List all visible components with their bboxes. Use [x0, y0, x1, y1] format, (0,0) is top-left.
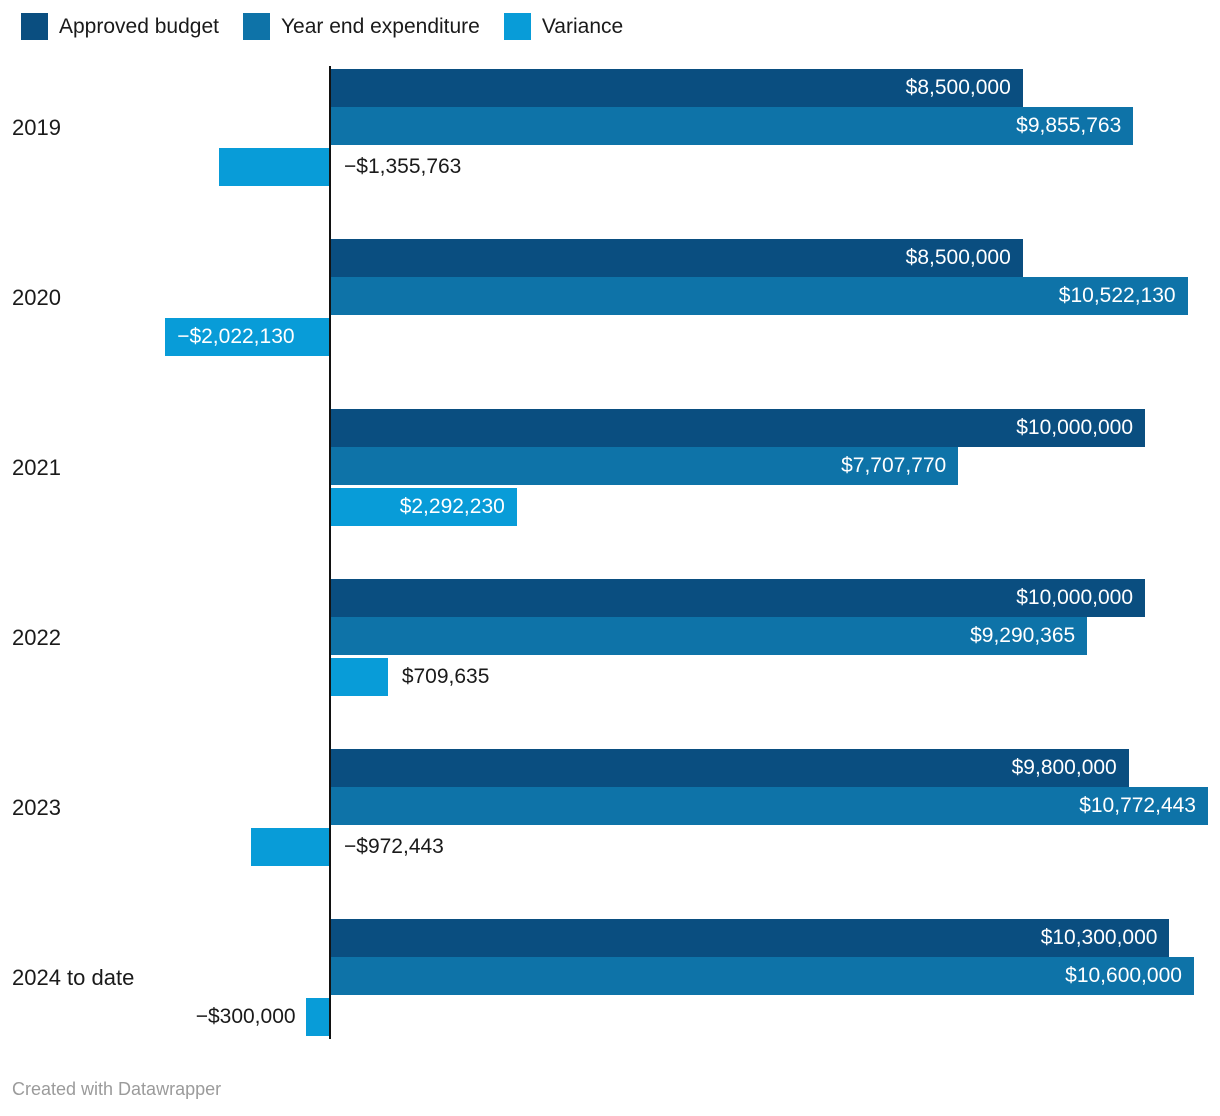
bar-value-label-variance-2022: $709,635 [401, 665, 490, 688]
legend-item-year-end-expenditure: Year end expenditure [242, 13, 480, 40]
bar-variance-2022[interactable] [330, 658, 388, 696]
bar-variance-2021[interactable]: $2,292,230 [330, 488, 517, 526]
legend-label: Approved budget [59, 15, 219, 38]
bar-value-label-year-end-expenditure-2024-to-date: $10,600,000 [1065, 964, 1182, 987]
legend-item-approved-budget: Approved budget [21, 13, 219, 40]
category-label-2022: 2022 [12, 624, 61, 650]
bar-value-label-variance-2020: −$2,022,130 [177, 325, 295, 348]
bar-value-label-year-end-expenditure-2023: $10,772,443 [1079, 794, 1196, 817]
bar-approved-budget-2021[interactable]: $10,000,000 [330, 409, 1146, 447]
category-label-2024-to-date: 2024 to date [12, 964, 135, 990]
bar-year-end-expenditure-2019[interactable]: $9,855,763 [330, 107, 1134, 145]
zero-axis-line [329, 66, 331, 1039]
category-label-2019: 2019 [12, 114, 61, 140]
bar-year-end-expenditure-2022[interactable]: $9,290,365 [330, 617, 1088, 655]
category-label-2020: 2020 [12, 284, 61, 310]
bar-value-label-year-end-expenditure-2021: $7,707,770 [841, 454, 947, 477]
bar-approved-budget-2019[interactable]: $8,500,000 [330, 69, 1023, 107]
bar-year-end-expenditure-2024-to-date[interactable]: $10,600,000 [330, 957, 1194, 995]
bar-variance-2023[interactable] [250, 828, 330, 866]
bar-approved-budget-2023[interactable]: $9,800,000 [330, 749, 1129, 787]
bar-approved-budget-2022[interactable]: $10,000,000 [330, 579, 1146, 617]
bar-year-end-expenditure-2021[interactable]: $7,707,770 [330, 447, 959, 485]
bar-value-label-year-end-expenditure-2020: $10,522,130 [1058, 284, 1176, 307]
bar-value-label-approved-budget-2020: $8,500,000 [905, 246, 1011, 269]
bar-value-label-variance-2021: $2,292,230 [399, 495, 505, 518]
bar-year-end-expenditure-2020[interactable]: $10,522,130 [330, 277, 1188, 315]
legend: Approved budget Year end expenditure Varia… [21, 13, 623, 40]
legend-swatch-icon [503, 13, 531, 40]
bar-value-label-approved-budget-2022: $10,000,000 [1016, 586, 1134, 609]
category-label-2021: 2021 [12, 454, 61, 480]
bar-value-label-variance-2024-to-date: −$300,000 [195, 1005, 296, 1028]
bar-variance-2019[interactable] [219, 148, 330, 186]
bar-variance-2020[interactable]: −$2,022,130 [165, 318, 330, 356]
legend-label: Year end expenditure [280, 15, 480, 38]
legend-swatch-icon [21, 13, 48, 40]
bar-value-label-variance-2023: −$972,443 [344, 835, 444, 858]
bar-variance-2024-to-date[interactable] [305, 998, 330, 1036]
bar-value-label-approved-budget-2023: $9,800,000 [1011, 756, 1117, 779]
bar-value-label-approved-budget-2024-to-date: $10,300,000 [1040, 926, 1158, 949]
category-label-2023: 2023 [12, 794, 61, 820]
bar-value-label-year-end-expenditure-2022: $9,290,365 [970, 624, 1076, 647]
bar-year-end-expenditure-2023[interactable]: $10,772,443 [330, 787, 1208, 825]
bar-value-label-year-end-expenditure-2019: $9,855,763 [1016, 114, 1122, 137]
bar-value-label-approved-budget-2021: $10,000,000 [1016, 416, 1134, 439]
legend-swatch-icon [242, 13, 270, 40]
legend-item-variance: Variance [503, 13, 624, 40]
bar-value-label-approved-budget-2019: $8,500,000 [905, 76, 1011, 99]
bar-approved-budget-2020[interactable]: $8,500,000 [330, 239, 1023, 277]
legend-label: Variance [541, 15, 624, 38]
bar-value-label-variance-2019: −$1,355,763 [344, 155, 462, 178]
bar-approved-budget-2024-to-date[interactable]: $10,300,000 [330, 919, 1170, 957]
attribution-text: Created with Datawrapper [12, 1079, 222, 1099]
